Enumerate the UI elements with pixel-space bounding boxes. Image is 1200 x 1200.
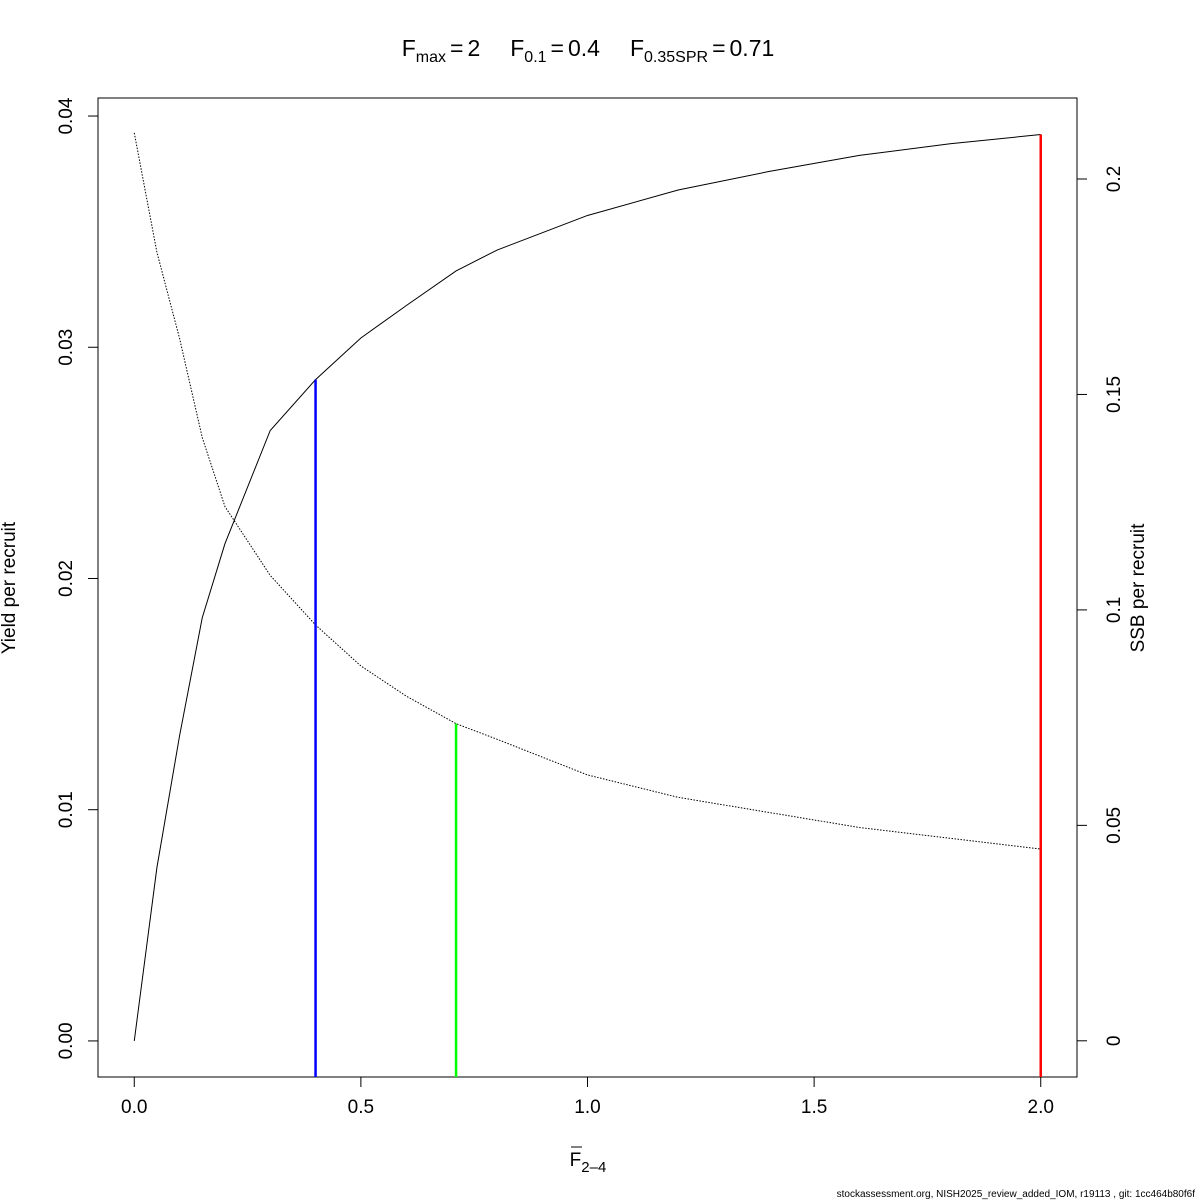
series-line: [133, 134, 1041, 1041]
plot-frame: [97, 97, 1078, 1078]
y-tick-label: 0.00: [56, 1022, 77, 1059]
y-tick-label: 0.02: [56, 560, 77, 597]
title-operator: =: [450, 35, 463, 61]
y2-axis-label: SSB per recruit: [1128, 523, 1149, 653]
title-value: 2: [467, 35, 480, 61]
y2-tick-label: 0: [1104, 1036, 1125, 1047]
y2-tick-label: 0.15: [1104, 376, 1125, 413]
title-operator: =: [712, 35, 725, 61]
x-label-subscript: 2–4: [581, 1159, 606, 1176]
title-symbol: F: [630, 35, 644, 61]
chart-title: Fmax = 2 F0.1 = 0.4 F0.35SPR = 0.71: [402, 35, 775, 66]
title-value: 0.4: [568, 35, 600, 61]
title-value: 0.71: [730, 35, 775, 61]
title-subscript: 0.1: [524, 49, 546, 66]
title-operator: =: [551, 35, 564, 61]
x-tick-label: 2.0: [1028, 1097, 1054, 1118]
y2-tick-label: 0.05: [1104, 807, 1125, 844]
series-line: [133, 132, 1041, 850]
y-tick-label: 0.03: [56, 329, 77, 366]
title-symbol: F: [402, 35, 416, 61]
x-axis-label: F2–4: [570, 1150, 607, 1176]
y-axis-label: Yield per recruit: [0, 521, 20, 654]
y-tick-label: 0.04: [56, 97, 77, 134]
x-tick-label: 0.5: [348, 1097, 374, 1118]
y2-tick-label: 0.1: [1104, 597, 1125, 623]
x-tick-label: 1.5: [801, 1097, 827, 1118]
x-tick-label: 1.0: [574, 1097, 600, 1118]
x-label-symbol: F: [570, 1150, 582, 1171]
title-symbol: F: [510, 35, 524, 61]
footer: stockassessment.org, NISH2025_review_add…: [837, 1189, 1196, 1200]
x-tick-label: 0.0: [121, 1097, 147, 1118]
title-subscript: max: [416, 49, 446, 66]
y2-tick-label: 0.2: [1104, 166, 1125, 192]
y-tick-label: 0.01: [56, 791, 77, 828]
title-subscript: 0.35SPR: [644, 49, 708, 66]
